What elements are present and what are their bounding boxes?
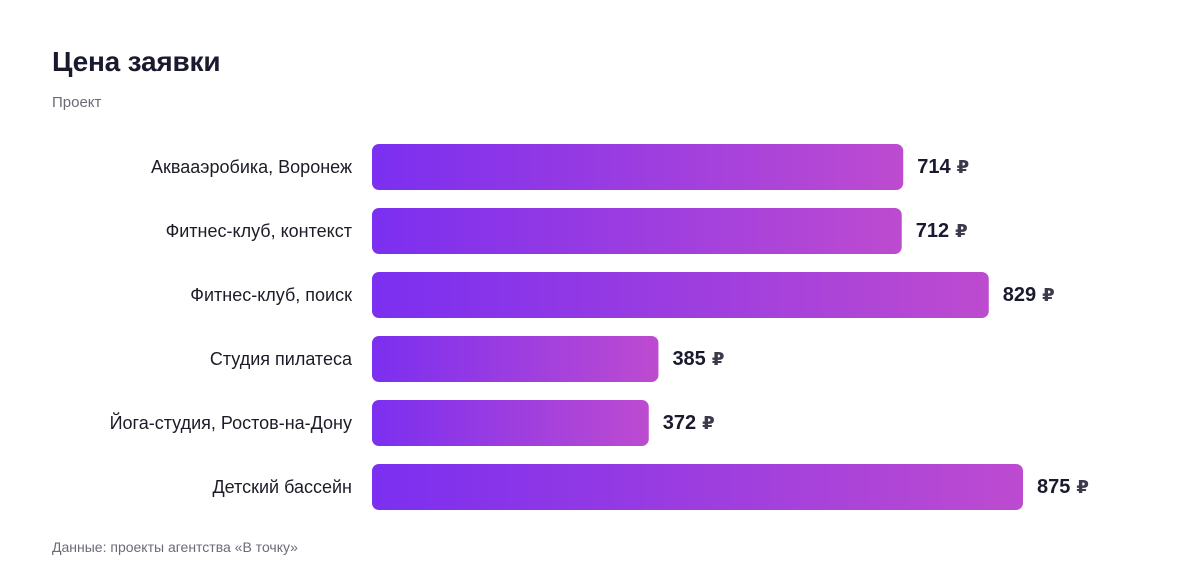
value-label: 829 ₽ [1003, 284, 1055, 306]
bar [372, 336, 659, 382]
currency-symbol: ₽ [1042, 285, 1055, 306]
category-label: Фитнес-клуб, поиск [190, 285, 352, 305]
value-number: 385 [672, 348, 705, 370]
bar [372, 464, 1023, 510]
value-label: 372 ₽ [663, 412, 715, 434]
chart-subtitle: Проект [52, 94, 102, 111]
chart-title: Цена заявки [52, 46, 221, 77]
value-number: 712 [916, 220, 949, 242]
bar [372, 272, 989, 318]
currency-symbol: ₽ [712, 349, 725, 370]
value-number: 714 [917, 156, 951, 178]
category-label: Студия пилатеса [210, 349, 353, 369]
value-number: 829 [1003, 284, 1036, 306]
source-note: Данные: проекты агентства «В точку» [52, 539, 298, 555]
bar [372, 144, 904, 190]
bars-group: Аквааэробика, Воронеж 714 ₽ Фитнес-клуб, ко… [110, 144, 1089, 510]
value-label: 875 ₽ [1037, 476, 1089, 498]
category-label: Йога-студия, Ростов-на-Дону [110, 412, 352, 433]
value-label: 385 ₽ [672, 348, 724, 370]
bar [372, 400, 649, 446]
currency-symbol: ₽ [702, 413, 715, 434]
value-number: 875 [1037, 476, 1070, 498]
currency-symbol: ₽ [1076, 477, 1089, 498]
category-label: Детский бассейн [212, 477, 352, 497]
value-label: 712 ₽ [916, 220, 968, 242]
category-label: Аквааэробика, Воронеж [151, 157, 352, 177]
bar [372, 208, 902, 254]
currency-symbol: ₽ [957, 157, 970, 178]
value-number: 372 [663, 412, 696, 434]
category-label: Фитнес-клуб, контекст [166, 221, 352, 241]
currency-symbol: ₽ [955, 221, 968, 242]
value-label: 714 ₽ [917, 156, 969, 178]
